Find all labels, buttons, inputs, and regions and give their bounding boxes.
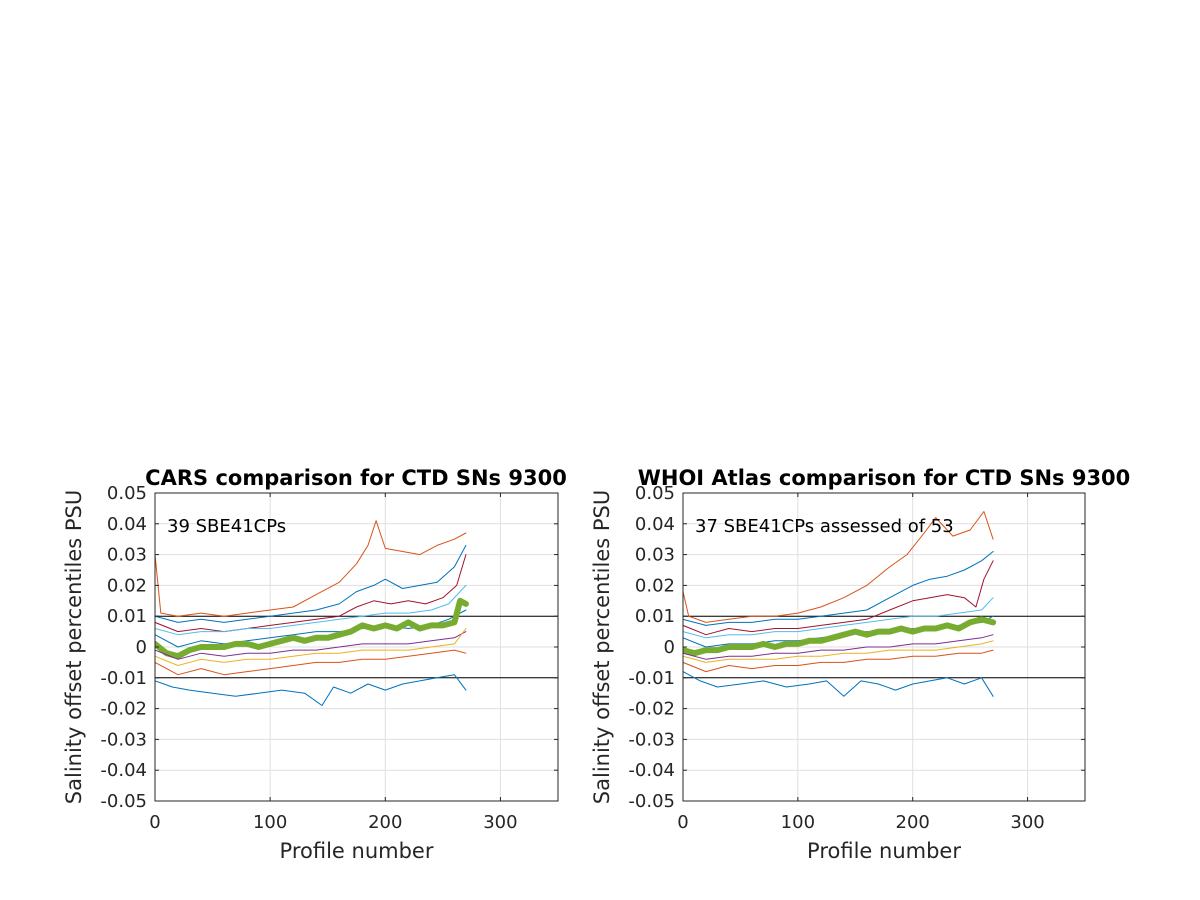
percentile-series-line xyxy=(155,554,467,633)
y-axis-label: Salinity offset percentiles PSU xyxy=(62,490,86,804)
x-tick-label: 0 xyxy=(677,812,688,833)
annotation-text: 39 SBE41CPs xyxy=(167,516,286,537)
x-axis-label: Profile number xyxy=(807,839,961,863)
percentile-series-line xyxy=(683,640,994,663)
y-tick-label: 0.01 xyxy=(107,606,147,627)
y-tick-label: 0.04 xyxy=(107,514,147,535)
percentile-series-line xyxy=(683,597,994,639)
y-tick-label: 0 xyxy=(664,637,675,658)
y-tick-label: -0.04 xyxy=(100,760,147,781)
y-tick-label: 0.05 xyxy=(107,483,147,504)
x-axis-label: Profile number xyxy=(280,839,434,863)
percentile-series-line xyxy=(155,584,467,636)
x-tick-label: 300 xyxy=(1010,812,1044,833)
chart-title: WHOI Atlas comparison for CTD SNs 9300 xyxy=(638,466,1131,490)
y-tick-label: 0.03 xyxy=(107,545,147,566)
percentile-series-line xyxy=(683,511,994,623)
y-tick-label: 0.04 xyxy=(635,514,675,535)
y-tick-label: 0.02 xyxy=(107,575,147,596)
x-tick-label: 100 xyxy=(781,812,815,833)
y-tick-label: -0.01 xyxy=(628,668,675,689)
percentile-series-line xyxy=(155,544,467,623)
y-tick-label: 0.02 xyxy=(635,575,675,596)
x-tick-label: 100 xyxy=(253,812,287,833)
x-tick-label: 0 xyxy=(149,812,160,833)
whoi-atlas-comparison-panel: 0 100 200 300 -0.05 -0.04 -0.03 -0.02 -0.01 0 0.01… xyxy=(590,466,1130,863)
y-tick-label: -0.05 xyxy=(100,791,147,812)
series-group xyxy=(683,511,997,697)
y-tick-label: 0 xyxy=(136,637,147,658)
annotation-text: 37 SBE41CPs assessed of 53 xyxy=(695,516,954,537)
y-tick-label: -0.05 xyxy=(628,791,675,812)
y-tick-label: 0.05 xyxy=(635,483,675,504)
y-tick-label: -0.03 xyxy=(100,729,147,750)
percentile-series-line xyxy=(155,628,467,666)
percentile-series-line xyxy=(683,634,994,660)
median-series-line xyxy=(155,597,469,660)
median-series-line xyxy=(683,616,997,657)
cars-comparison-panel: 0 100 200 300 -0.05 -0.04 -0.03 -0.02 -0.01 0 0.01… xyxy=(62,466,567,863)
percentile-series-line xyxy=(155,631,467,660)
percentile-series-line xyxy=(155,520,467,617)
chart-title: CARS comparison for CTD SNs 9300 xyxy=(145,466,567,490)
y-axis-label: Salinity offset percentiles PSU xyxy=(590,490,614,804)
percentile-series-line xyxy=(155,674,467,706)
percentile-series-line xyxy=(155,649,467,676)
percentile-series-line xyxy=(683,649,994,673)
percentile-series-line xyxy=(683,671,994,697)
x-tick-label: 200 xyxy=(896,812,930,833)
y-tick-label: -0.03 xyxy=(628,729,675,750)
series-group xyxy=(155,520,469,706)
x-tick-label: 200 xyxy=(368,812,402,833)
y-tick-label: 0.01 xyxy=(635,606,675,627)
percentile-series-line xyxy=(683,551,994,626)
percentile-series-line xyxy=(683,560,994,636)
y-tick-label: -0.02 xyxy=(628,699,675,720)
y-tick-label: -0.02 xyxy=(100,699,147,720)
y-tick-label: 0.03 xyxy=(635,545,675,566)
y-tick-label: -0.04 xyxy=(628,760,675,781)
x-tick-label: 300 xyxy=(483,812,517,833)
y-tick-label: -0.01 xyxy=(100,668,147,689)
